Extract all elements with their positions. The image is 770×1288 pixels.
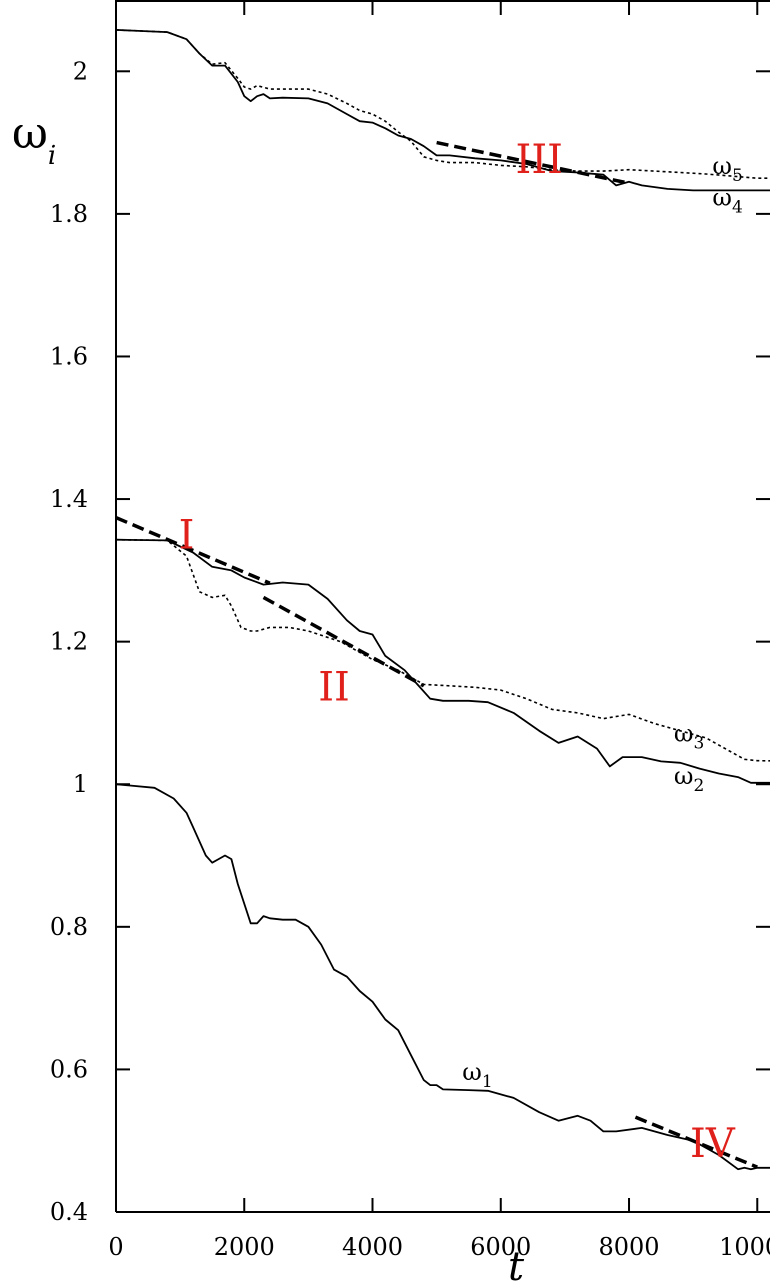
annotation-III: III [516, 137, 563, 183]
series-line-5 [115, 29, 770, 179]
x-tick-label-4: 8000 [598, 1233, 659, 1261]
y-tick-label-4: 1.2 [50, 628, 88, 656]
y-tick-label-6: 1.6 [50, 342, 88, 370]
series-label-base: ω [674, 762, 694, 790]
x-tick-label-2: 4000 [342, 1233, 403, 1261]
series-label-1: ω1 [462, 1058, 492, 1092]
y-axis-title: ωi [12, 108, 56, 171]
fit-line-I [115, 515, 271, 585]
y-tick-label-7: 1.8 [50, 200, 88, 228]
series-label-sub: 1 [482, 1072, 493, 1092]
series-label-5: ω5 [712, 152, 742, 186]
annotation-II: II [318, 665, 350, 711]
series-label-sub: 5 [732, 166, 743, 186]
y-axis-title-base: ω [12, 108, 48, 159]
y-tick-label-2: 0.8 [50, 913, 88, 941]
series-label-4: ω4 [712, 183, 742, 217]
y-axis-title-sub: i [48, 141, 56, 171]
tick-labels: 0 2000 4000 6000 8000 10000 0.4 0.6 0.8 1 1.2 1.4 1.… [50, 57, 770, 1261]
fit-lines [115, 140, 758, 1169]
x-tick-label-0: 0 [108, 1233, 123, 1261]
series-line-1 [115, 783, 770, 1171]
series-label-base: ω [712, 152, 732, 180]
x-tick-label-1: 2000 [214, 1233, 275, 1261]
series-label-sub: 4 [732, 197, 743, 217]
fit-line-II [262, 595, 425, 688]
x-tick-label-5: 10000 [719, 1233, 770, 1261]
annotation-IV: IV [690, 1121, 736, 1167]
fit-line-IV [634, 1115, 758, 1169]
series-label-2: ω2 [674, 762, 704, 796]
series-label-base: ω [674, 719, 694, 747]
plot-frame [115, 0, 770, 1213]
series-label-base: ω [712, 183, 732, 211]
axis-ticks [115, 1, 770, 1213]
series-label-3: ω3 [674, 719, 704, 753]
fit-line-III [436, 140, 630, 185]
y-tick-label-5: 1.4 [50, 485, 88, 513]
series-line-2 [115, 538, 770, 784]
series-line-3 [115, 538, 770, 762]
series-label-base: ω [462, 1058, 482, 1086]
series-lines [115, 29, 770, 1171]
x-axis-title: t [508, 1244, 525, 1288]
series-label-sub: 3 [693, 733, 704, 753]
y-tick-label-8: 2 [73, 57, 88, 85]
y-tick-label-3: 1 [73, 770, 88, 798]
x-tick-label-3: 6000 [470, 1233, 531, 1261]
annotation-I: I [179, 513, 195, 559]
y-tick-label-1: 0.6 [50, 1055, 88, 1083]
series-line-4 [115, 29, 770, 192]
series-label-sub: 2 [693, 776, 704, 796]
y-tick-label-0: 0.4 [50, 1198, 88, 1226]
